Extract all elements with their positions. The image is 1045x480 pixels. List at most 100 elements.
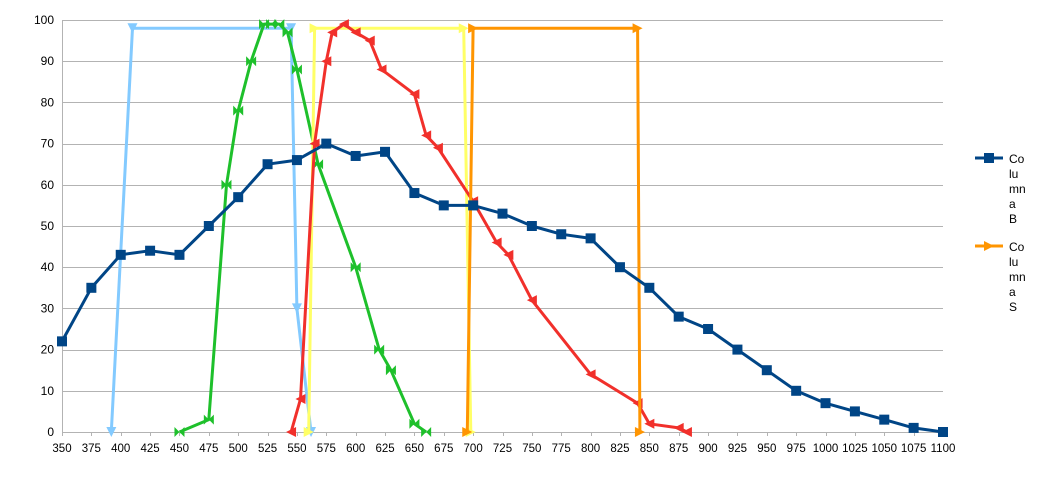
data-point-orange [462,427,473,437]
series-group [57,19,948,437]
series-green [174,19,432,437]
data-point-yellow [458,23,469,34]
data-point-navy [350,150,361,161]
series-orange [462,23,645,437]
y-tick-label: 30 [41,301,55,315]
series-line-yellow [307,26,473,433]
data-point-green [282,27,293,38]
data-point-red [421,130,432,141]
data-point-yellow [303,427,314,437]
axes: 0 10 20 30 40 50 60 70 80 90 100 350 375 400 425 450 475… [34,13,955,455]
legend-label-line: a [1009,197,1016,211]
x-tick-label: 750 [522,443,541,455]
y-tick-label: 90 [41,54,55,68]
data-point-navy [233,192,244,203]
data-point-navy [86,282,97,293]
data-point-navy [174,249,185,260]
data-point-light-blue [286,23,297,34]
data-point-green [174,427,185,437]
y-tick-label: 70 [41,137,55,151]
x-tick-label: 575 [317,443,336,455]
data-point-navy [703,324,714,334]
series-line-red [289,22,688,434]
data-point-navy [732,344,743,355]
y-tick-label: 80 [41,95,55,109]
legend-label-line: lu [1009,167,1018,181]
x-tick-label: 425 [141,443,160,455]
data-point-green [221,179,232,190]
x-tick-label: 625 [375,443,394,455]
data-point-light-blue [291,303,302,314]
y-tick-label: 60 [41,178,55,192]
data-point-red [309,138,320,149]
data-point-navy [321,138,332,149]
data-point-red [364,35,375,46]
x-tick-label: 800 [581,443,600,455]
x-tick-label: 900 [698,443,717,455]
x-tick-label: 475 [199,443,218,455]
x-tick-label: 725 [493,443,512,455]
x-tick-label: 350 [52,443,71,455]
data-point-orange [634,427,645,437]
data-point-red [681,427,692,437]
data-point-navy [526,221,537,231]
data-point-red [286,427,297,437]
y-tick-label: 10 [41,384,55,398]
data-point-green [291,64,302,75]
x-tick-label: 450 [170,443,189,455]
x-tick-label: 700 [464,443,483,455]
data-point-green [385,365,396,376]
data-point-navy [203,221,214,231]
x-tick-label: 600 [346,443,365,455]
series-line-orange [465,26,642,433]
x-tick-label: 775 [552,443,571,455]
data-point-red [585,369,596,380]
data-point-navy [497,208,508,219]
data-point-yellow [309,23,320,34]
legend-label-line: Co [1009,240,1025,254]
data-point-navy [938,427,948,437]
legend-label-line: lu [1009,255,1018,269]
x-tick-label: 1000 [813,443,839,455]
data-point-green [233,105,244,116]
data-point-green [274,19,285,30]
legend-label-line: a [1009,285,1016,299]
data-point-navy [380,146,391,157]
legend-label-line: B [1009,212,1017,226]
x-tick-label: 975 [787,443,806,455]
x-tick-label: 525 [258,443,277,455]
x-tick-label: 1075 [901,443,927,455]
x-tick-label: 825 [610,443,629,455]
x-tick-label: 675 [434,443,453,455]
data-point-navy [556,229,567,240]
data-point-orange [632,23,643,34]
data-point-navy [468,200,479,211]
data-point-red [526,295,537,306]
legend-swatch-marker [984,241,994,251]
legend-label-line: S [1009,300,1017,314]
legend-label-line: mn [1009,182,1026,196]
series-yellow [303,23,476,437]
data-point-red [673,422,684,433]
data-point-red [376,64,387,75]
y-tick-label: 20 [41,343,55,357]
y-tick-label: 40 [41,260,55,274]
x-tick-label: 500 [229,443,248,455]
data-point-green [409,418,420,429]
x-tick-label: 1025 [842,443,868,455]
data-point-navy [879,414,890,425]
data-point-navy [585,233,596,244]
data-point-red [338,19,349,30]
data-point-navy [262,159,273,170]
data-point-orange [468,23,479,34]
data-point-navy [820,398,831,409]
data-point-navy [409,188,420,199]
data-point-red [327,27,338,38]
data-point-red [295,394,306,405]
x-tick-label: 950 [757,443,776,455]
data-point-navy [761,365,772,376]
legend-label-line: Co [1009,152,1025,166]
